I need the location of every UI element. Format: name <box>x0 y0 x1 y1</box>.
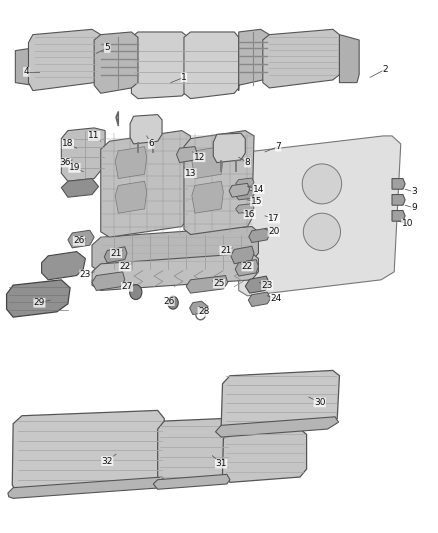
Polygon shape <box>239 29 269 91</box>
Polygon shape <box>94 32 138 93</box>
Polygon shape <box>223 429 307 482</box>
Text: 31: 31 <box>215 459 227 468</box>
Text: 32: 32 <box>102 457 113 465</box>
Text: 17: 17 <box>268 214 279 223</box>
Polygon shape <box>68 230 94 248</box>
Polygon shape <box>61 128 105 181</box>
Polygon shape <box>215 417 339 437</box>
Polygon shape <box>192 147 223 179</box>
Polygon shape <box>192 181 223 213</box>
Polygon shape <box>158 418 230 488</box>
Polygon shape <box>12 410 164 496</box>
Polygon shape <box>236 190 254 200</box>
Ellipse shape <box>302 164 342 204</box>
Text: 14: 14 <box>253 185 264 193</box>
Text: 27: 27 <box>121 282 133 291</box>
Polygon shape <box>231 246 254 264</box>
Polygon shape <box>115 147 147 179</box>
Polygon shape <box>190 301 208 314</box>
Polygon shape <box>42 252 85 280</box>
Polygon shape <box>186 276 228 293</box>
Polygon shape <box>221 370 339 434</box>
Text: 26: 26 <box>73 237 85 245</box>
Text: 28: 28 <box>198 308 209 316</box>
Text: 6: 6 <box>148 140 154 148</box>
Text: 8: 8 <box>244 158 251 167</box>
Polygon shape <box>184 131 254 235</box>
Polygon shape <box>177 147 197 163</box>
Text: 2: 2 <box>383 65 388 74</box>
Polygon shape <box>101 131 191 237</box>
Text: 21: 21 <box>220 246 231 255</box>
Text: 22: 22 <box>119 262 131 271</box>
Text: 16: 16 <box>244 210 255 219</box>
Text: 29: 29 <box>34 298 45 307</box>
Text: 1: 1 <box>181 73 187 82</box>
Text: 21: 21 <box>110 249 122 257</box>
Text: 30: 30 <box>314 398 325 407</box>
Polygon shape <box>339 35 359 83</box>
Polygon shape <box>236 204 254 213</box>
Text: 15: 15 <box>251 197 262 206</box>
Text: 25: 25 <box>213 279 225 288</box>
Text: 23: 23 <box>80 270 91 279</box>
Polygon shape <box>131 32 188 99</box>
Polygon shape <box>92 253 258 290</box>
Text: 26: 26 <box>163 297 174 305</box>
Polygon shape <box>115 181 147 213</box>
Polygon shape <box>153 474 230 489</box>
Text: 13: 13 <box>185 169 196 177</box>
Polygon shape <box>92 227 258 272</box>
Polygon shape <box>130 115 162 144</box>
Text: 5: 5 <box>104 44 110 52</box>
Polygon shape <box>392 179 405 189</box>
Polygon shape <box>184 32 239 99</box>
Polygon shape <box>7 280 70 317</box>
Polygon shape <box>263 29 339 88</box>
Polygon shape <box>235 260 258 276</box>
Text: 3: 3 <box>411 188 417 196</box>
Polygon shape <box>8 477 166 498</box>
Text: 18: 18 <box>62 140 74 148</box>
Circle shape <box>168 296 178 309</box>
Text: 36: 36 <box>59 158 71 167</box>
Polygon shape <box>213 133 245 163</box>
Text: 23: 23 <box>261 281 273 289</box>
Text: 7: 7 <box>275 142 281 151</box>
Text: 9: 9 <box>411 204 417 212</box>
Polygon shape <box>61 179 99 197</box>
Polygon shape <box>92 272 125 290</box>
Text: 11: 11 <box>88 132 100 140</box>
Polygon shape <box>392 211 405 221</box>
Polygon shape <box>104 247 127 263</box>
Polygon shape <box>229 183 250 197</box>
Text: 12: 12 <box>194 153 205 161</box>
Circle shape <box>130 285 142 300</box>
Text: 4: 4 <box>24 68 29 76</box>
Text: 22: 22 <box>242 262 253 271</box>
Ellipse shape <box>303 213 341 251</box>
Text: 10: 10 <box>402 220 413 228</box>
Polygon shape <box>392 195 405 205</box>
Polygon shape <box>28 29 101 91</box>
Text: 24: 24 <box>270 294 282 303</box>
Text: 20: 20 <box>268 228 279 236</box>
Polygon shape <box>249 228 269 243</box>
Polygon shape <box>15 48 35 85</box>
Text: 19: 19 <box>69 164 80 172</box>
Polygon shape <box>236 178 254 188</box>
Polygon shape <box>239 136 401 296</box>
Polygon shape <box>245 276 269 293</box>
Polygon shape <box>248 292 271 306</box>
